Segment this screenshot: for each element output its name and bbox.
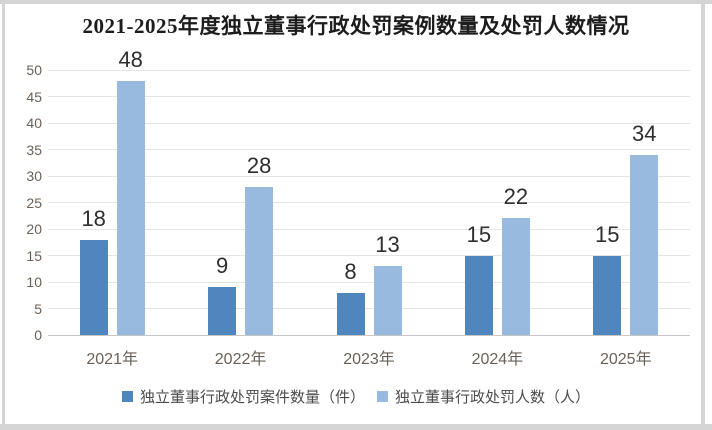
data-label: 9 [215,253,229,279]
y-tick-label: 50 [26,62,42,78]
y-tick-label: 10 [26,274,42,290]
frame-border-right [701,0,705,430]
category-label: 2022年 [214,351,267,368]
gridline [48,96,690,97]
data-label: 34 [632,120,657,146]
bar-persons [245,186,274,335]
legend-item-persons: 独立董事行政处罚人数（人） [377,386,590,407]
category-label: 2024年 [471,351,524,368]
bar-cases [208,287,237,335]
bar-persons [116,80,145,335]
legend-swatch-cases [121,390,133,402]
legend: 独立董事行政处罚案件数量（件） 独立董事行政处罚人数（人） [0,384,712,408]
bar-cases [336,292,365,335]
data-label: 13 [375,232,400,258]
legend-item-cases: 独立董事行政处罚案件数量（件） [121,386,365,407]
data-label: 22 [503,184,529,210]
frame-border-left [2,0,5,430]
data-label: 15 [595,221,620,247]
y-tick-label: 30 [26,168,42,184]
bar-persons [373,266,402,335]
x-axis-line [48,334,690,336]
y-tick-label: 40 [26,115,42,131]
gridline [48,69,690,71]
y-tick-label: 45 [26,88,42,105]
chart-title: 2021-2025年度独立董事行政处罚案例数量及处罚人数情况 [82,14,630,38]
gridline [48,122,690,124]
y-tick-label: 20 [26,221,42,237]
legend-label-persons: 独立董事行政处罚人数（人） [395,389,591,406]
bar-persons [630,154,659,335]
category-label: 2023年 [343,351,395,368]
frame-border-bottom [0,424,712,430]
y-tick-label: 15 [26,247,42,264]
gridline [48,281,690,283]
y-tick-label: 35 [26,141,42,158]
data-label: 48 [118,46,143,72]
y-tick-label: 0 [34,327,42,343]
data-label: 28 [246,152,272,178]
y-tick-label: 25 [26,194,42,211]
gridline [48,149,690,150]
legend-label-cases: 独立董事行政处罚案件数量（件） [139,389,365,406]
bar-cases [593,255,622,335]
gridline [48,228,690,230]
bar-cases [79,239,108,335]
category-label: 2021年 [86,351,138,368]
gridline [48,255,690,256]
bar-cases [464,255,493,335]
frame-border-top [0,0,712,4]
data-label: 8 [344,258,357,284]
y-tick-label: 5 [34,300,42,317]
data-label: 15 [466,221,492,247]
bar-persons [501,218,530,335]
gridline [48,308,690,309]
gridline [48,175,690,177]
category-label: 2025年 [599,351,652,368]
data-label: 18 [81,205,106,231]
legend-swatch-persons [377,390,388,402]
gridline [48,202,690,203]
